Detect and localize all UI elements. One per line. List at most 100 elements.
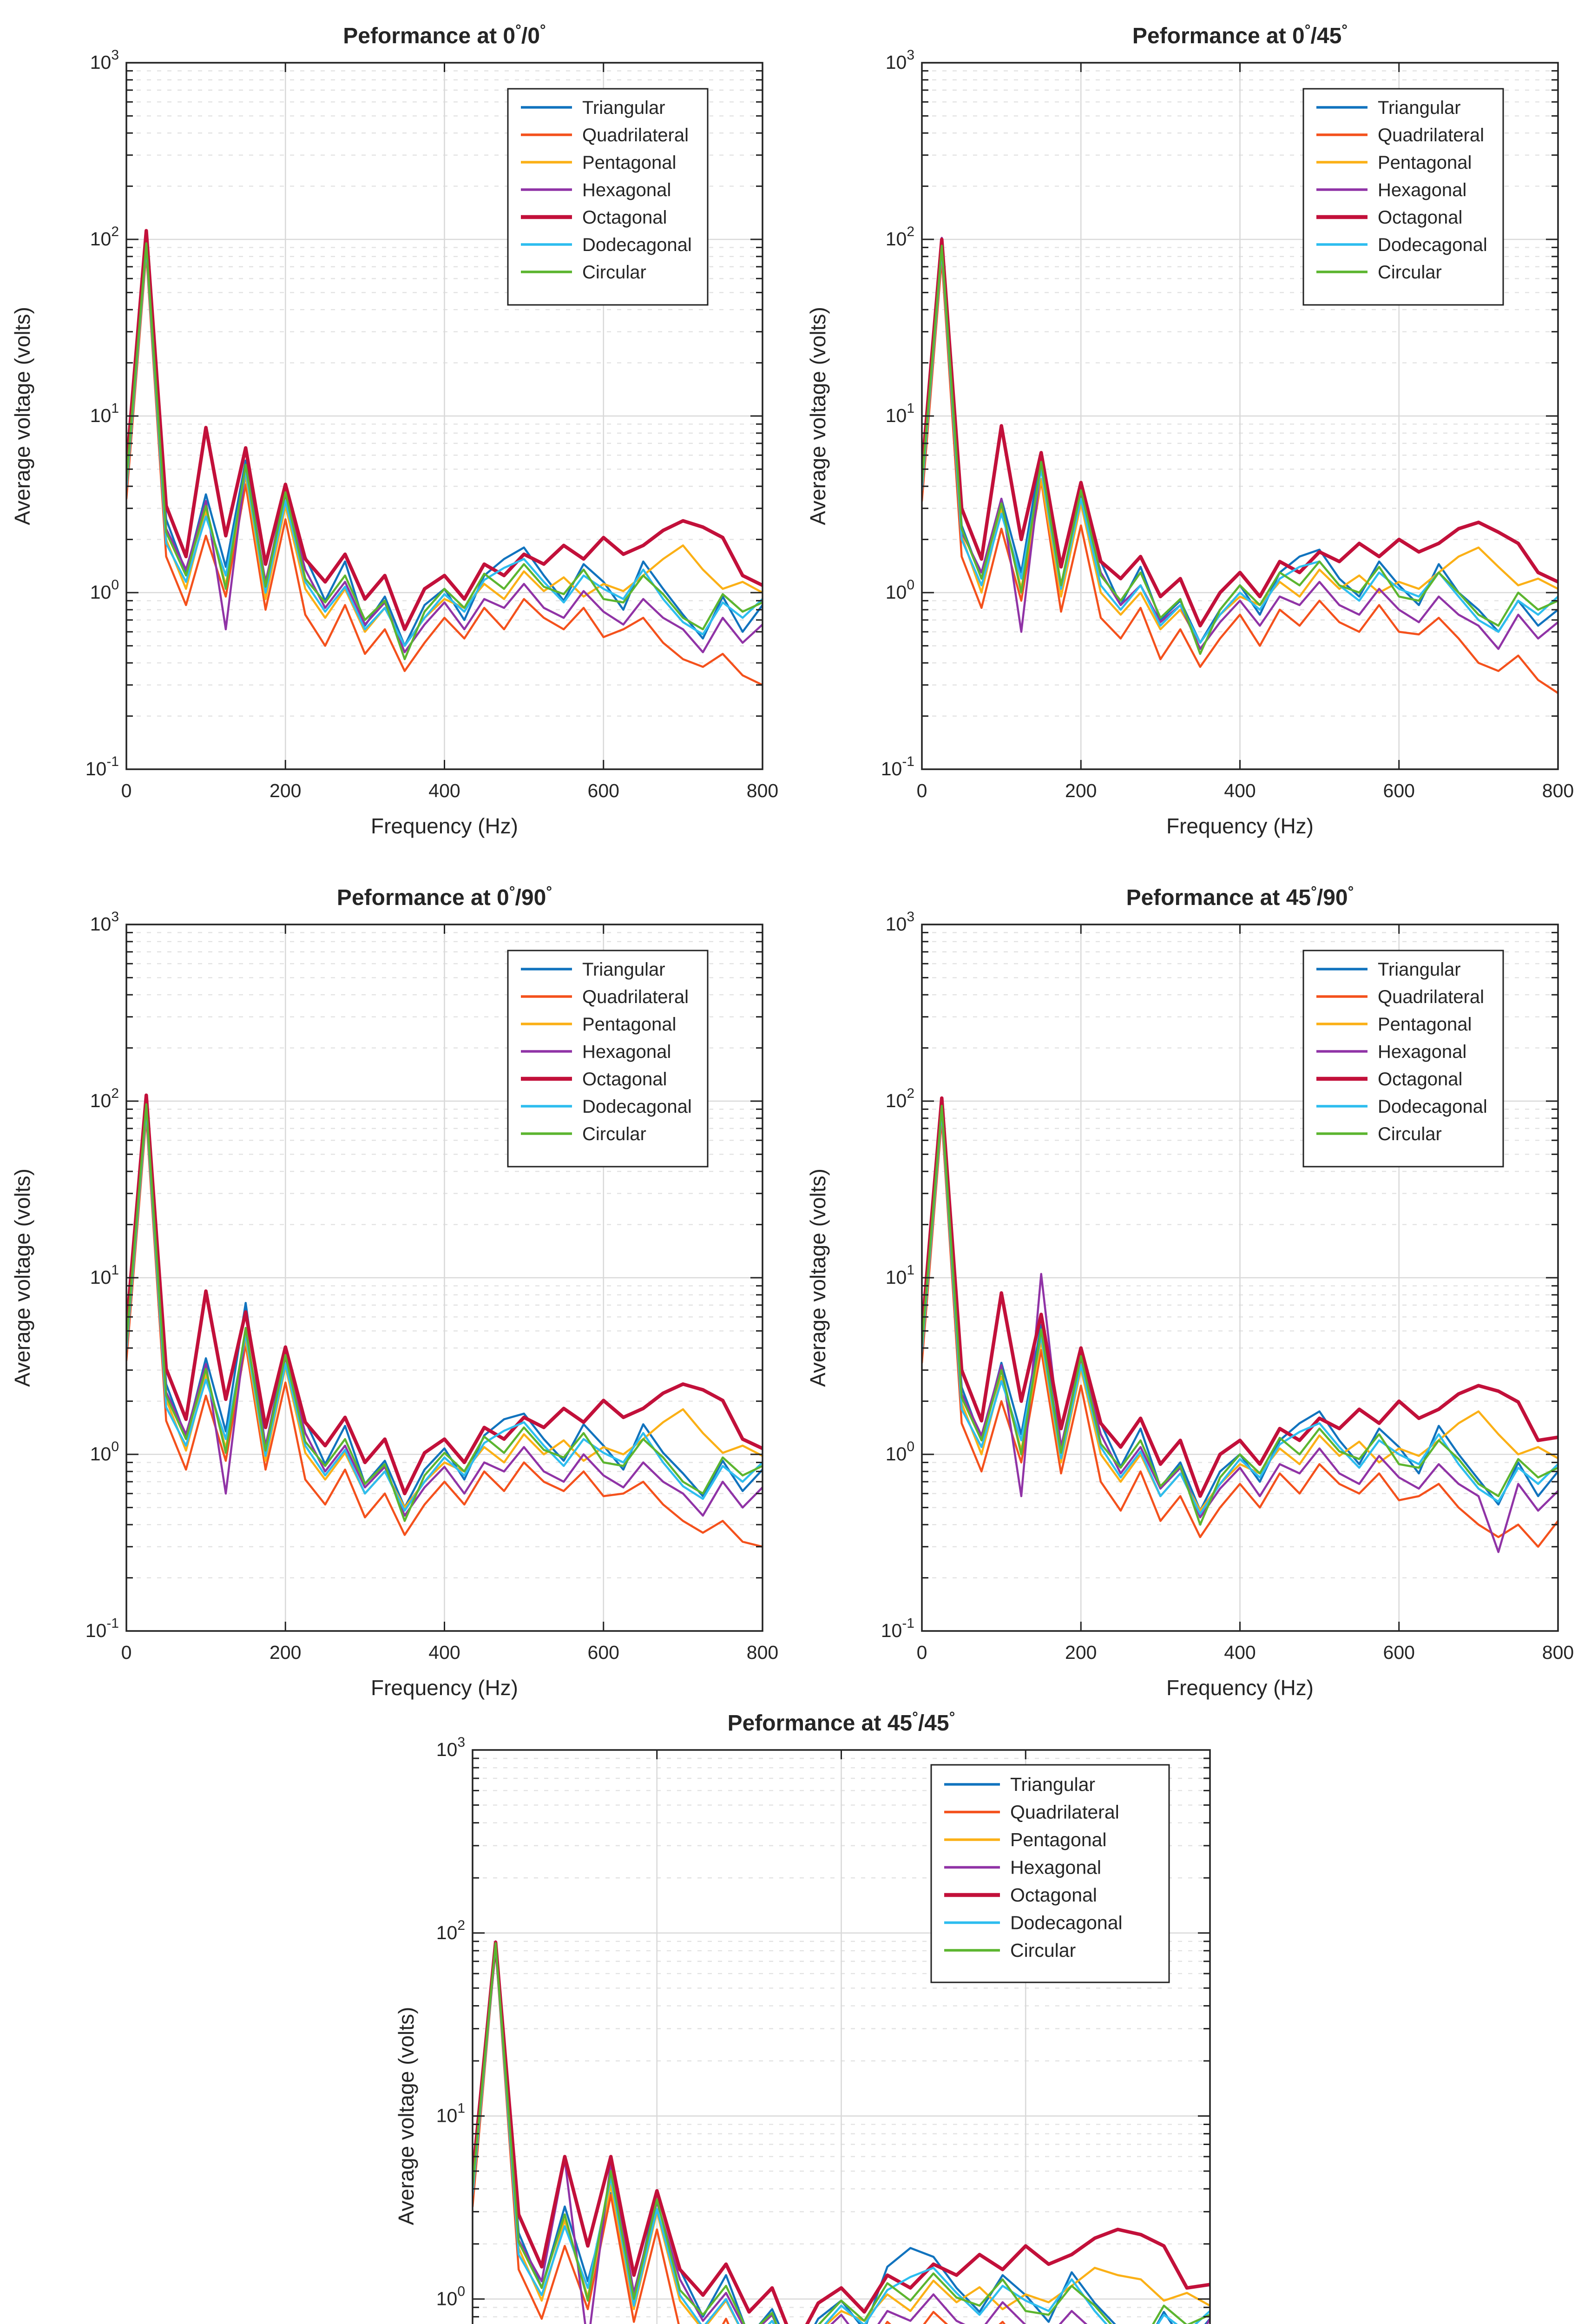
legend-label-triangular: Triangular <box>582 98 665 118</box>
legend-box <box>1302 950 1504 1168</box>
series-line-hexagonal <box>922 1104 1558 1553</box>
series-line-hexagonal <box>473 1940 1210 2324</box>
legend: Triangular Quadrilateral Pentagonal Hexagon… <box>1302 950 1504 1168</box>
legend-label-dodecagonal: Dodecagonal <box>1378 235 1487 255</box>
chart-title: Peformance at 0°/45° <box>1132 21 1348 48</box>
legend-label-octagonal: Octagonal <box>1378 1069 1462 1089</box>
legend-label-dodecagonal: Dodecagonal <box>582 1096 692 1117</box>
y-tick-label: 102 <box>90 224 119 250</box>
legend-label-triangular: Triangular <box>1378 959 1461 980</box>
y-tick-label: 101 <box>886 401 914 426</box>
series-line-quadrilateral <box>922 257 1558 694</box>
x-tick-label: 200 <box>270 780 301 801</box>
chart-title: Peformance at 45°/90° <box>1126 883 1354 910</box>
y-tick-label: 102 <box>436 1918 465 1943</box>
y-tick-label: 100 <box>90 577 119 603</box>
chart-panel-45-90: 0 200 400 600 800 103 102 101 100 10-1 Frequency (… <box>796 862 1591 1723</box>
x-tick-label: 800 <box>747 780 778 801</box>
chart-panel-0-0: 0 200 400 600 800 103 102 101 100 10-1 Frequency (… <box>0 0 796 862</box>
series-line-hexagonal <box>126 240 763 654</box>
x-tick-label: 600 <box>1383 780 1415 801</box>
legend-box <box>507 950 709 1168</box>
y-tick-label: 101 <box>90 1262 119 1288</box>
series-lines <box>922 237 1558 694</box>
series-line-quadrilateral <box>126 1115 763 1548</box>
legend: Triangular Quadrilateral Pentagonal Hexagon… <box>1302 88 1504 306</box>
y-axis-label: Average voltage (volts) <box>806 307 830 525</box>
legend-label-circular: Circular <box>1378 262 1442 283</box>
legend-label-quadrilateral: Quadrilateral <box>1378 125 1484 145</box>
legend-label-triangular: Triangular <box>1010 1774 1095 1795</box>
tick-marks <box>922 924 1558 1632</box>
y-tick-label: 102 <box>90 1086 119 1111</box>
legend-label-pentagonal: Pentagonal <box>582 1014 676 1035</box>
chart-title: Peformance at 45°/45° <box>728 1709 955 1736</box>
legend-label-pentagonal: Pentagonal <box>582 152 676 173</box>
legend-label-dodecagonal: Dodecagonal <box>1010 1912 1123 1934</box>
y-tick-label: 103 <box>886 47 914 73</box>
legend-label-octagonal: Octagonal <box>1010 1884 1097 1906</box>
chart-panel-0-90: 0 200 400 600 800 103 102 101 100 10-1 Frequency (… <box>0 862 796 1723</box>
y-tick-label: 10-1 <box>85 754 119 779</box>
series-lines <box>473 1940 1210 2324</box>
x-tick-label: 600 <box>588 780 619 801</box>
legend-label-circular: Circular <box>1010 1940 1076 1961</box>
legend-label-dodecagonal: Dodecagonal <box>582 235 692 255</box>
legend-box <box>507 88 709 306</box>
legend-label-pentagonal: Pentagonal <box>1378 152 1472 173</box>
legend-label-hexagonal: Hexagonal <box>582 180 671 200</box>
legend-label-quadrilateral: Quadrilateral <box>1010 1802 1119 1823</box>
y-tick-label: 100 <box>90 1439 119 1465</box>
series-line-hexagonal <box>922 237 1558 650</box>
x-axis-label: Frequency (Hz) <box>1166 1676 1314 1700</box>
x-tick-label: 0 <box>121 1642 132 1663</box>
x-axis-label: Frequency (Hz) <box>371 1676 518 1700</box>
x-axis-label: Frequency (Hz) <box>371 814 518 838</box>
legend-box <box>930 1764 1170 1983</box>
series-line-circular <box>473 1942 1210 2324</box>
legend-label-octagonal: Octagonal <box>582 207 667 228</box>
y-tick-label: 100 <box>436 2284 465 2309</box>
series-line-circular <box>126 242 763 660</box>
chart-0: 0 200 400 600 800 103 102 101 100 10-1 Frequency (… <box>10 21 778 838</box>
x-tick-label: 400 <box>428 1642 460 1663</box>
legend-label-octagonal: Octagonal <box>582 1069 667 1089</box>
series-line-octagonal <box>922 238 1558 627</box>
y-tick-label: 10-1 <box>881 1616 914 1641</box>
y-tick-label: 103 <box>90 47 119 73</box>
series-line-quadrilateral <box>126 251 763 686</box>
x-tick-label: 0 <box>121 780 132 801</box>
chart-title: Peformance at 0°/90° <box>337 883 552 910</box>
series-line-quadrilateral <box>473 1945 1006 2324</box>
series-line-circular <box>922 244 1558 655</box>
series-line-circular <box>922 1104 1558 1526</box>
x-tick-label: 600 <box>588 1642 619 1663</box>
x-tick-label: 800 <box>747 1642 778 1663</box>
series-lines <box>126 1093 763 1548</box>
chart-title: Peformance at 0°/0° <box>343 21 546 48</box>
series-lines <box>126 229 763 686</box>
legend-label-quadrilateral: Quadrilateral <box>1378 987 1484 1007</box>
chart-panel-0-45: 0 200 400 600 800 103 102 101 100 10-1 Frequency (… <box>796 0 1591 862</box>
y-tick-label: 101 <box>90 401 119 426</box>
legend-label-pentagonal: Pentagonal <box>1378 1014 1472 1035</box>
y-tick-label: 100 <box>886 577 914 603</box>
y-axis-label: Average voltage (volts) <box>10 307 34 525</box>
tick-marks <box>473 1750 1210 2317</box>
series-line-hexagonal <box>126 1101 763 1517</box>
legend-label-circular: Circular <box>1378 1124 1442 1144</box>
series-line-dodecagonal <box>473 1943 1210 2324</box>
x-tick-label: 0 <box>917 780 927 801</box>
y-axis-label: Average voltage (volts) <box>806 1169 830 1387</box>
series-line-circular <box>126 1103 763 1522</box>
legend-label-octagonal: Octagonal <box>1378 207 1462 228</box>
legend-label-triangular: Triangular <box>582 959 665 980</box>
x-tick-label: 0 <box>917 1642 927 1663</box>
y-tick-label: 10-1 <box>881 754 914 779</box>
